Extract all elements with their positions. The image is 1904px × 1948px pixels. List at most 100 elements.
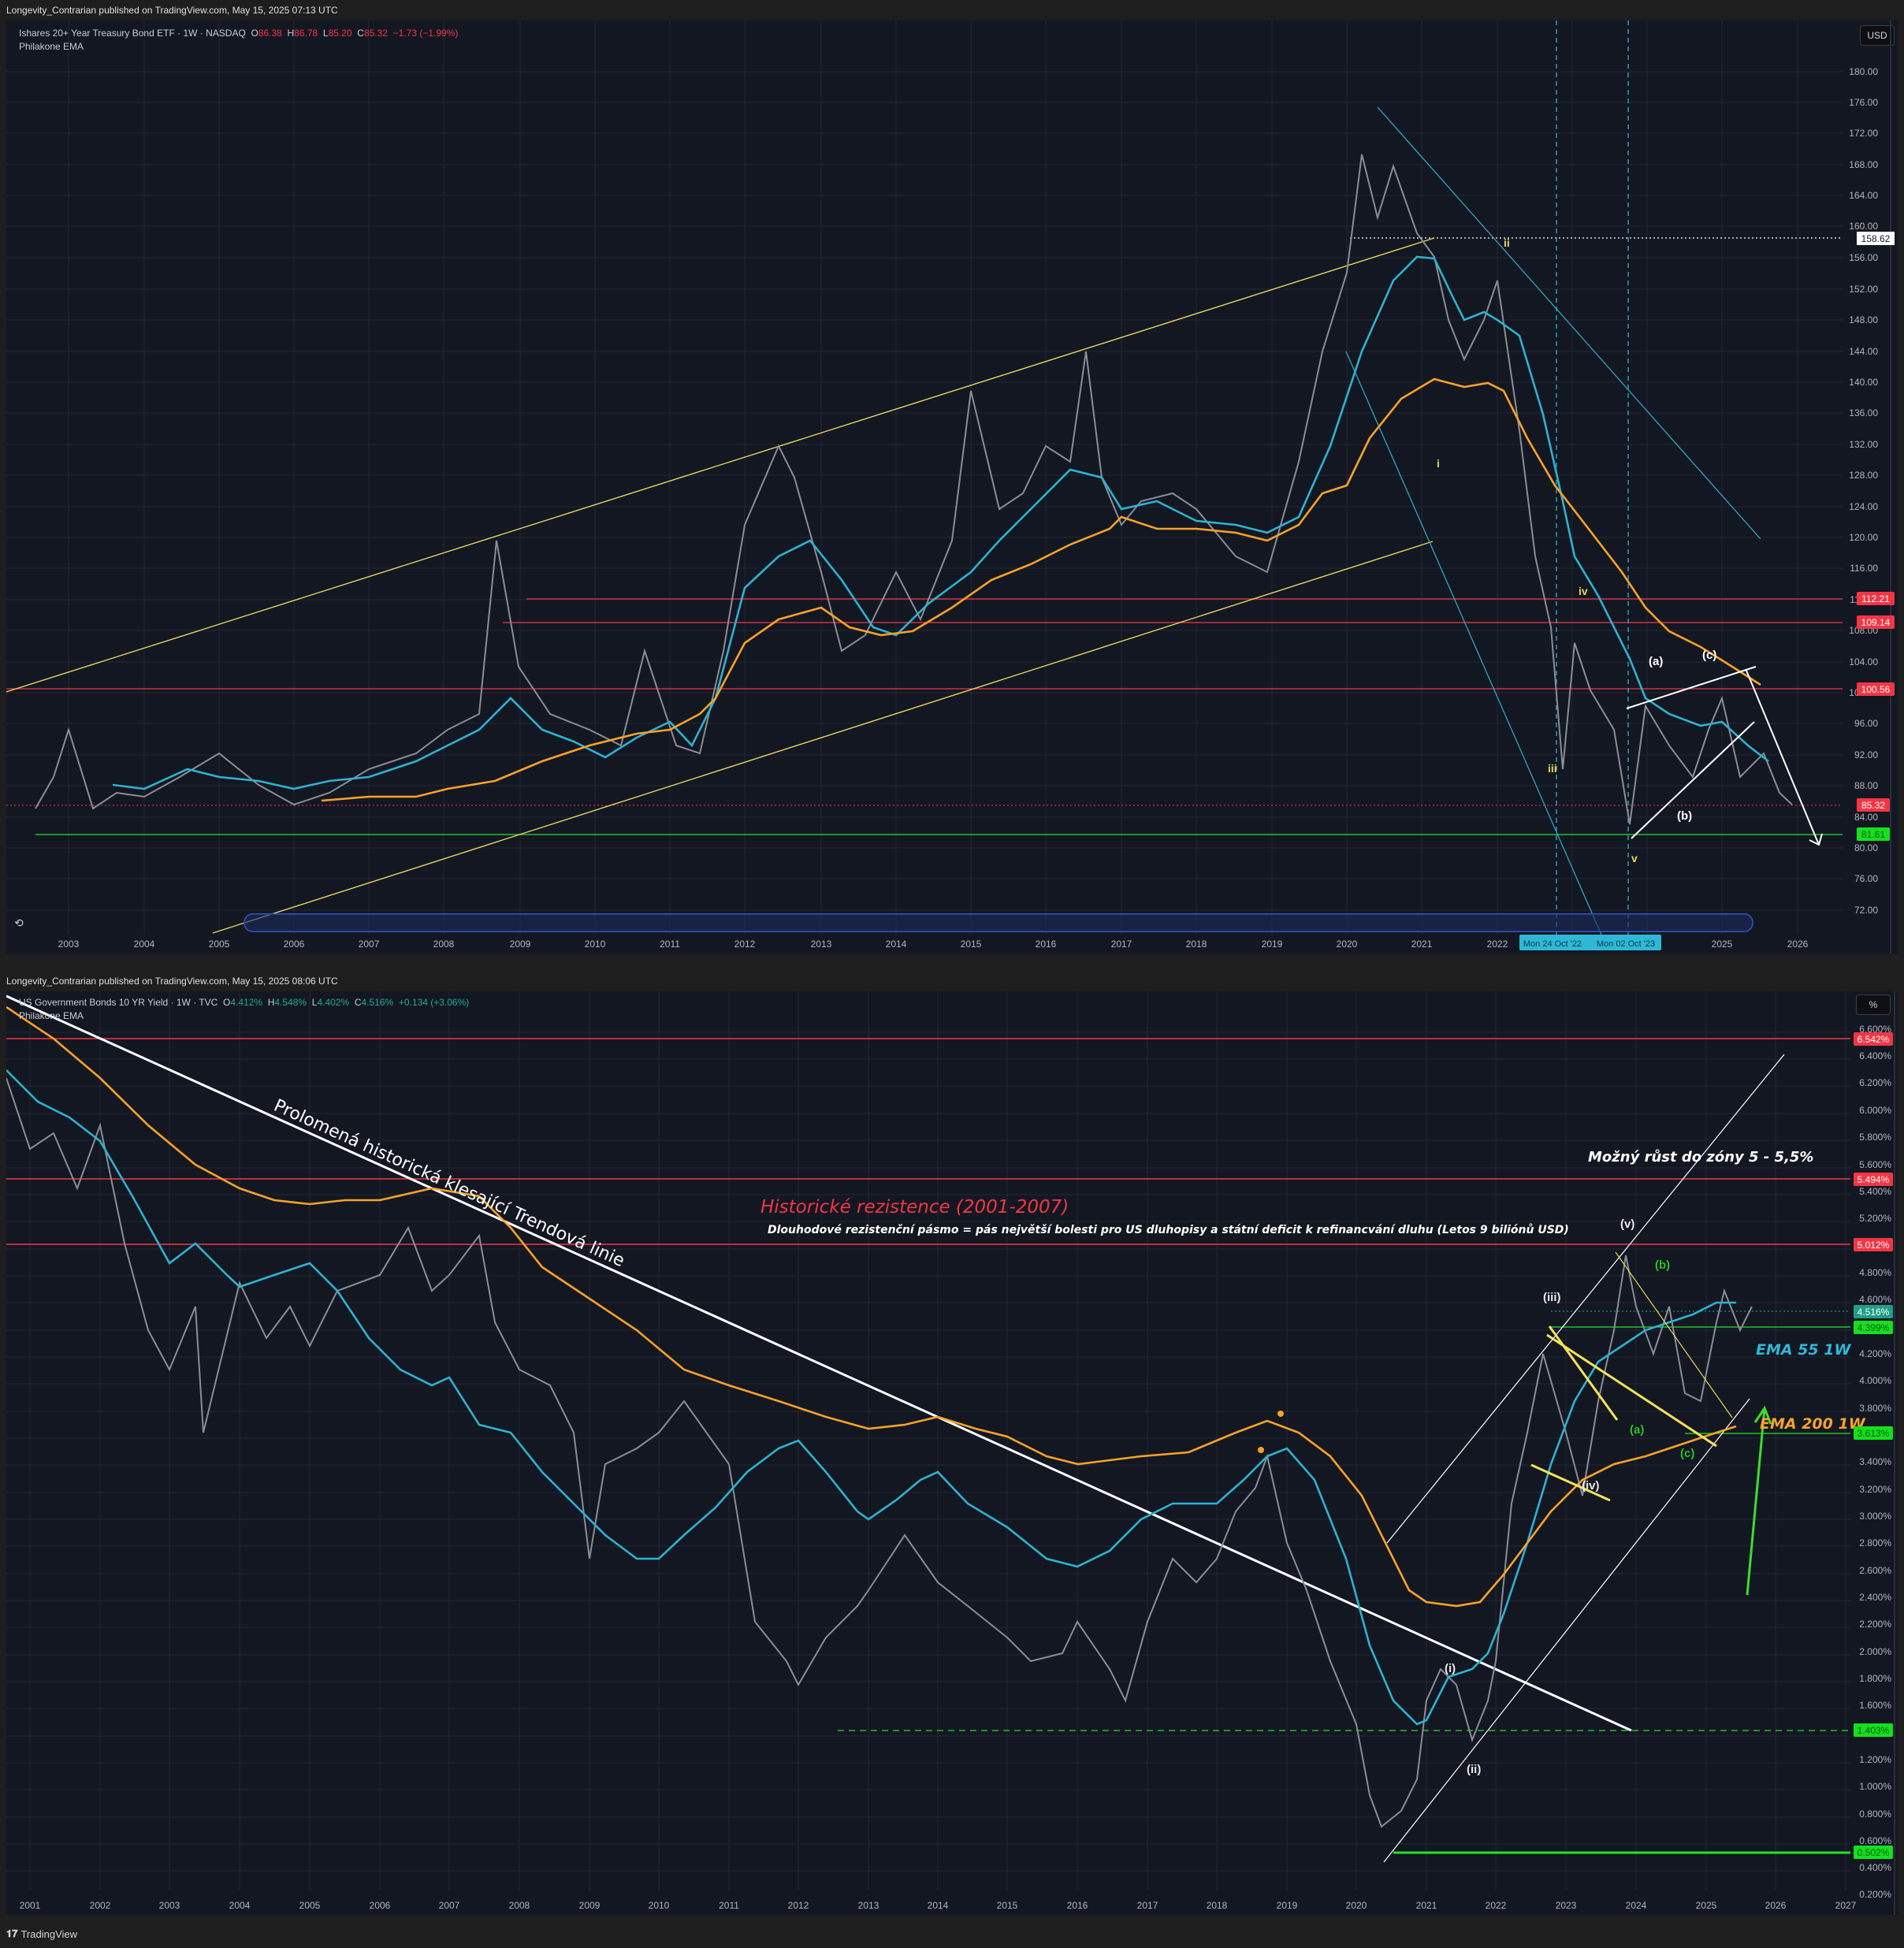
- svg-text:84.00: 84.00: [1854, 812, 1878, 823]
- bottom-grid: [6, 991, 1850, 1890]
- svg-text:2012: 2012: [734, 939, 756, 950]
- svg-text:1.000%: 1.000%: [1859, 1781, 1891, 1792]
- top-chart-panel[interactable]: Ishares 20+ Year Treasury Bond ETF · 1W …: [6, 20, 1898, 954]
- svg-text:2005: 2005: [209, 939, 230, 950]
- svg-text:3.800%: 3.800%: [1859, 1403, 1891, 1414]
- marker-dot-2[interactable]: [1277, 1411, 1284, 1417]
- resistance-subtitle[interactable]: Dlouhodové rezistenční pásmo = pás nejvě…: [768, 1223, 1569, 1236]
- badge-81-61: 81.61: [1861, 829, 1885, 840]
- svg-text:3.000%: 3.000%: [1859, 1511, 1891, 1522]
- svg-text:2026: 2026: [1787, 939, 1809, 950]
- projection-arrow-up[interactable]: [1746, 1407, 1766, 1596]
- ema-55-line-bottom: [6, 1069, 1736, 1726]
- svg-text:1.800%: 1.800%: [1859, 1673, 1891, 1684]
- top-time-axis[interactable]: 2003 2004 2005 2006 2007 2008 2009 2010 …: [58, 939, 1809, 950]
- svg-text:5.800%: 5.800%: [1859, 1132, 1891, 1143]
- svg-text:2016: 2016: [1067, 1900, 1088, 1911]
- badge-0-502: 0.502%: [1858, 1847, 1890, 1858]
- wedge-upper-line[interactable]: [1626, 666, 1757, 709]
- svg-text:136.00: 136.00: [1849, 407, 1878, 418]
- wave-label-c: (c): [1702, 649, 1716, 662]
- bottom-yield-axis[interactable]: 6.600% 6.400% 6.200% 6.000% 5.800% 5.600…: [1859, 1024, 1891, 1900]
- ema-200-annotation[interactable]: EMA 200 1W: [1760, 1415, 1866, 1433]
- svg-text:2004: 2004: [134, 939, 155, 950]
- svg-text:4.600%: 4.600%: [1859, 1294, 1891, 1305]
- bottom-low-value: 4.402%: [317, 997, 350, 1008]
- bottom-chart-canvas[interactable]: Prolomená historická klesající Trendová …: [6, 991, 1898, 1915]
- wave-label-iv: (iv): [1582, 1479, 1600, 1493]
- badge-6-542: 6.542%: [1858, 1034, 1890, 1045]
- top-axis-border: [1890, 20, 1891, 954]
- target-annotation[interactable]: Možný růst do zóny 5 - 5,5%: [1588, 1149, 1813, 1165]
- svg-text:2025: 2025: [1696, 1900, 1717, 1911]
- svg-text:2015: 2015: [961, 939, 982, 950]
- top-indicator-name[interactable]: Philakone EMA: [19, 41, 84, 52]
- historical-trendline[interactable]: [6, 994, 1632, 1732]
- svg-text:152.00: 152.00: [1849, 284, 1878, 295]
- svg-text:180.00: 180.00: [1849, 66, 1878, 77]
- svg-text:2011: 2011: [719, 1900, 739, 1911]
- wave-label-ii: (ii): [1467, 1763, 1481, 1776]
- arrow-up-head-icon: [1753, 1405, 1772, 1425]
- falling-channel-upper[interactable]: [1377, 106, 1761, 540]
- svg-text:4.200%: 4.200%: [1859, 1348, 1891, 1359]
- rising-channel-upper[interactable]: [1386, 1054, 1785, 1544]
- wedge-line-1[interactable]: [1548, 1325, 1619, 1421]
- top-chart-canvas[interactable]: ii i iii iv v (a) (c) (b) ⟲ 180.00 176.0…: [6, 20, 1898, 954]
- svg-text:3.400%: 3.400%: [1859, 1456, 1891, 1467]
- falling-channel-lower[interactable]: [1345, 351, 1602, 935]
- bottom-chart-legend: US Government Bonds 10 YR Yield · 1W · T…: [19, 997, 470, 1021]
- wedge-line-4[interactable]: [1615, 1251, 1733, 1418]
- svg-text:2004: 2004: [229, 1900, 251, 1911]
- top-symbol-title[interactable]: Ishares 20+ Year Treasury Bond ETF · 1W …: [19, 28, 246, 39]
- badge-109-14: 109.14: [1861, 617, 1891, 628]
- badge-85-32: 85.32: [1861, 800, 1885, 811]
- svg-text:2007: 2007: [439, 1900, 460, 1911]
- svg-text:2017: 2017: [1111, 939, 1132, 950]
- wedge-line-3[interactable]: [1530, 1463, 1611, 1502]
- ema-55-line: [112, 255, 1769, 790]
- wave-label-c: (c): [1680, 1447, 1694, 1460]
- svg-text:124.00: 124.00: [1849, 501, 1878, 512]
- badge-5-012: 5.012%: [1858, 1240, 1890, 1251]
- marker-dot-1[interactable]: [1258, 1447, 1264, 1453]
- channel-upper-line[interactable]: [6, 237, 1435, 693]
- svg-text:2022: 2022: [1486, 1900, 1507, 1911]
- wedge-lower-line[interactable]: [1631, 721, 1755, 839]
- svg-text:1.600%: 1.600%: [1859, 1700, 1891, 1711]
- svg-text:2026: 2026: [1765, 1900, 1787, 1911]
- top-price-axis[interactable]: 180.00 176.00 172.00 168.00 164.00 160.0…: [1849, 66, 1878, 916]
- svg-text:116.00: 116.00: [1850, 563, 1878, 574]
- svg-text:2016: 2016: [1036, 939, 1057, 950]
- unit-button[interactable]: %: [1856, 994, 1891, 1015]
- svg-text:5.200%: 5.200%: [1859, 1213, 1891, 1224]
- ema-55-annotation[interactable]: EMA 55 1W: [1756, 1341, 1851, 1359]
- bottom-indicator-name[interactable]: Philakone EMA: [19, 1010, 84, 1021]
- top-low-value: 85.20: [328, 28, 352, 39]
- svg-text:0.800%: 0.800%: [1859, 1809, 1891, 1820]
- svg-text:2013: 2013: [858, 1900, 879, 1911]
- svg-text:156.00: 156.00: [1849, 252, 1878, 263]
- svg-text:168.00: 168.00: [1849, 159, 1878, 170]
- top-change-value: −1.73 (−1.99%): [392, 28, 459, 39]
- svg-text:164.00: 164.00: [1849, 190, 1878, 201]
- svg-text:2023: 2023: [1556, 1900, 1577, 1911]
- svg-text:120.00: 120.00: [1849, 532, 1878, 543]
- wave-label-i: (i): [1445, 1662, 1456, 1675]
- wedge-line-2[interactable]: [1546, 1333, 1717, 1448]
- svg-text:2007: 2007: [359, 939, 380, 950]
- top-high-value: 86.78: [294, 28, 318, 39]
- bottom-symbol-title[interactable]: US Government Bonds 10 YR Yield · 1W · T…: [19, 997, 218, 1008]
- bottom-time-axis[interactable]: 2001 2002 2003 2004 2005 2006 2007 2008 …: [20, 1900, 1857, 1911]
- resistance-title[interactable]: Historické rezistence (2001-2007): [760, 1197, 1069, 1218]
- svg-text:2027: 2027: [1835, 1900, 1857, 1911]
- projection-arrow[interactable]: [1746, 670, 1820, 846]
- svg-text:2013: 2013: [811, 939, 832, 950]
- currency-button[interactable]: USD: [1860, 25, 1895, 46]
- rising-channel-lower[interactable]: [1383, 1398, 1750, 1863]
- tradingview-logo[interactable]: 𝟏𝟕 TradingView: [6, 1928, 77, 1940]
- reset-scale-icon[interactable]: ⟲: [14, 916, 24, 929]
- svg-text:92.00: 92.00: [1854, 749, 1878, 760]
- channel-lower-line[interactable]: [212, 541, 1434, 934]
- bottom-chart-panel[interactable]: US Government Bonds 10 YR Yield · 1W · T…: [6, 991, 1898, 1915]
